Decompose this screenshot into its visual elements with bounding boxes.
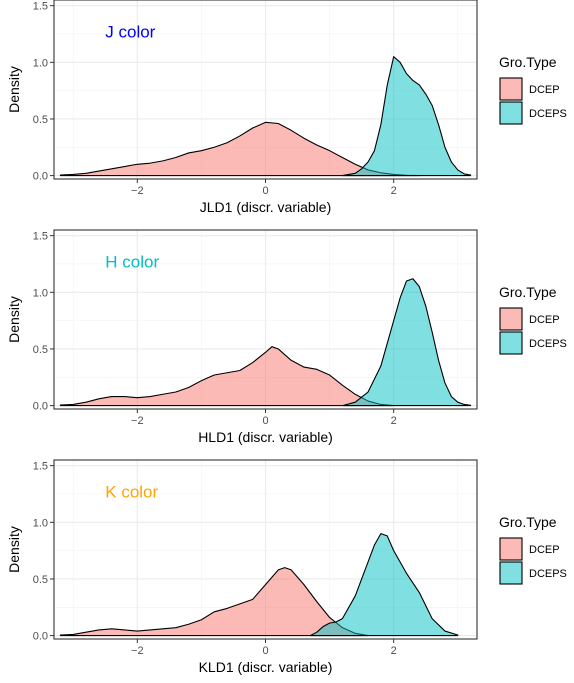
legend-key-dcep [499, 537, 523, 561]
x-tick-label: 0 [262, 645, 268, 657]
x-tick-label: −2 [131, 185, 144, 197]
x-tick-label: 0 [262, 185, 268, 197]
legend-label-dcep: DCEP [529, 314, 560, 326]
y-tick-label: 0.0 [33, 171, 48, 183]
y-tick-label: 1.5 [33, 461, 48, 473]
density-area-dceps [341, 278, 472, 407]
panel-1: J color −2 0 2 0.0 0.5 1.0 1.5 JLD1 (discr. vari… [6, 0, 567, 215]
legend-label-dceps: DCEPS [529, 108, 567, 120]
legend-title: Gro.Type [499, 54, 557, 70]
legend-key-dcep [499, 77, 523, 101]
y-tick-label: 1.0 [33, 57, 48, 69]
x-tick-label: 0 [262, 415, 268, 427]
y-tick-label: 0.5 [33, 344, 48, 356]
annotation-label: H color [105, 253, 159, 272]
x-tick-label: −2 [131, 645, 144, 657]
x-tick-label: 2 [391, 645, 397, 657]
annotation-label: K color [105, 483, 158, 502]
y-tick-label: 0.0 [33, 401, 48, 413]
x-tick-label: 2 [391, 185, 397, 197]
legend: Gro.Type DCEP DCEPS [499, 514, 567, 585]
legend-key-dceps [499, 331, 523, 355]
legend-key-dcep [499, 307, 523, 331]
y-axis-title: Density [6, 526, 22, 573]
legend: Gro.Type DCEP DCEPS [499, 54, 567, 125]
density-area-dcep [59, 346, 395, 407]
legend: Gro.Type DCEP DCEPS [499, 284, 567, 355]
density-area-dcep [59, 567, 369, 637]
legend-key-dceps [499, 561, 523, 585]
panel-2: H color −2 0 2 0.0 0.5 1.0 1.5 HLD1 (discr. vari… [6, 229, 567, 445]
legend-title: Gro.Type [499, 284, 557, 300]
legend-title: Gro.Type [499, 514, 557, 530]
y-tick-label: 1.0 [33, 517, 48, 529]
density-areas [59, 533, 459, 637]
density-area-dceps [309, 533, 459, 637]
density-areas [59, 278, 472, 407]
y-axis-title: Density [6, 66, 22, 113]
x-tick-label: 2 [391, 415, 397, 427]
legend-label-dcep: DCEP [529, 84, 560, 96]
y-axis-title: Density [6, 296, 22, 343]
legend-label-dceps: DCEPS [529, 568, 567, 580]
y-tick-label: 0.5 [33, 574, 48, 586]
legend-label-dceps: DCEPS [529, 338, 567, 350]
y-tick-label: 0.0 [33, 631, 48, 643]
density-areas [59, 56, 472, 177]
legend-key-dceps [499, 101, 523, 125]
x-axis-title: JLD1 (discr. variable) [200, 199, 332, 215]
y-tick-label: 1.5 [33, 231, 48, 243]
y-tick-label: 1.5 [33, 1, 48, 13]
panel-3: K color −2 0 2 0.0 0.5 1.0 1.5 KLD1 (discr. vari… [6, 459, 567, 675]
y-tick-label: 0.5 [33, 114, 48, 126]
x-axis-title: KLD1 (discr. variable) [199, 659, 333, 675]
x-axis-title: HLD1 (discr. variable) [198, 429, 333, 445]
annotation-label: J color [105, 23, 155, 42]
legend-label-dcep: DCEP [529, 544, 560, 556]
density-area-dceps [341, 56, 472, 177]
x-tick-label: −2 [131, 415, 144, 427]
y-tick-label: 1.0 [33, 287, 48, 299]
